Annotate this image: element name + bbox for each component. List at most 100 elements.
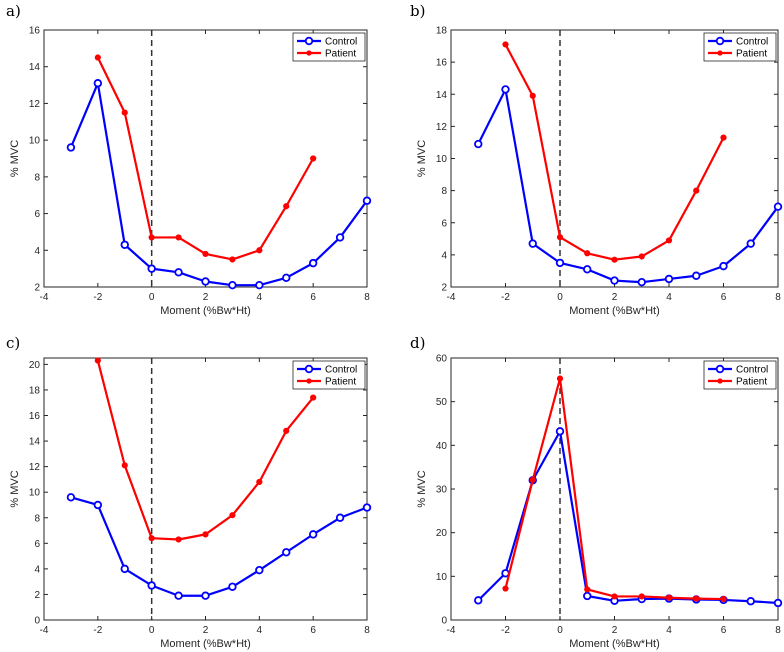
data-point-control — [93, 500, 103, 510]
data-point-control — [664, 274, 674, 284]
x-tick-label: 6 — [310, 625, 316, 636]
x-tick-label: -4 — [447, 292, 456, 303]
legend-box — [292, 32, 366, 62]
series-line-control — [70, 496, 368, 597]
x-tick-label: -2 — [501, 625, 510, 636]
y-tick-label: 16 — [29, 26, 41, 37]
y-tick-label: 16 — [29, 411, 41, 422]
y-tick-label: 2 — [34, 590, 40, 601]
legend-marker-control — [304, 36, 314, 46]
data-point-patient — [202, 250, 209, 258]
y-axis-title: % MVC — [416, 140, 428, 177]
y-tick-label: 4 — [34, 246, 40, 257]
data-point-patient — [121, 109, 128, 116]
series-line-patient — [504, 377, 724, 601]
data-point-control — [335, 513, 345, 522]
data-point-patient — [283, 203, 290, 210]
data-point-control — [719, 261, 728, 271]
legend-label-patient: Patient — [325, 377, 356, 388]
data-point-control — [773, 598, 783, 608]
y-tick-label: 8 — [441, 186, 447, 197]
data-point-control — [174, 268, 183, 277]
data-point-patient — [584, 586, 591, 593]
y-axis-title: % MVC — [416, 470, 428, 507]
legend-label-patient: Patient — [325, 49, 356, 60]
data-point-patient — [175, 234, 182, 241]
data-point-control — [362, 196, 372, 205]
legend-label-control: Control — [736, 37, 768, 48]
x-tick-label: 0 — [557, 625, 563, 636]
x-tick-label: -4 — [40, 292, 49, 303]
data-point-control — [282, 548, 291, 557]
data-point-patient — [202, 531, 209, 538]
data-point-control — [255, 280, 264, 290]
x-tick-label: 2 — [612, 292, 618, 303]
data-point-patient — [502, 41, 509, 48]
y-tick-label: 6 — [34, 539, 40, 550]
y-tick-label: 20 — [29, 360, 41, 371]
data-point-patient — [665, 237, 673, 244]
legend-marker-control — [715, 364, 725, 374]
y-tick-label: 40 — [436, 441, 448, 452]
chart-panel-1: a) -4 -2 0 2 4 6 8 2 4 6 8 10 12 14 16 Moment (%Bw*Ht) % … — [6, 2, 372, 317]
data-point-patient — [94, 357, 101, 364]
plot-area — [43, 357, 368, 621]
y-tick-label: 50 — [436, 397, 448, 408]
x-axis-title: Moment (%Bw*Ht) — [160, 638, 250, 650]
series-line-control — [477, 88, 779, 284]
y-tick-label: 8 — [34, 172, 40, 183]
data-point-control — [637, 277, 646, 287]
y-tick-label: 4 — [34, 564, 40, 575]
y-tick-label: 14 — [29, 437, 41, 448]
legend-marker-patient — [717, 50, 723, 56]
x-tick-label: 4 — [666, 292, 672, 303]
y-tick-label: 60 — [436, 354, 448, 365]
y-tick-label: 6 — [441, 218, 447, 229]
data-point-control — [773, 202, 783, 211]
data-point-control — [282, 273, 291, 283]
data-point-patient — [638, 593, 645, 600]
x-tick-label: 8 — [364, 292, 370, 303]
x-tick-label: 8 — [775, 292, 781, 303]
series-line-patient — [504, 43, 725, 261]
data-point-control — [692, 271, 701, 280]
data-point-control — [308, 530, 318, 539]
x-tick-label: 0 — [149, 625, 155, 636]
data-point-patient — [529, 92, 536, 99]
data-point-control — [120, 240, 129, 249]
y-tick-label: 12 — [436, 122, 448, 133]
data-point-control — [255, 565, 264, 575]
data-point-patient — [283, 427, 290, 434]
data-point-patient — [720, 134, 727, 141]
chart-panel-3: c) -4 -2 0 2 4 6 8 0 2 4 6 8 10 12 14 16 18 20 Moment (%Bw*… — [6, 334, 372, 650]
data-point-patient — [556, 375, 564, 382]
series-line-patient — [96, 57, 315, 261]
data-point-control — [555, 427, 565, 436]
y-tick-label: 14 — [436, 90, 448, 101]
data-point-control — [362, 503, 372, 512]
y-tick-label: 30 — [436, 485, 448, 496]
y-tick-label: 10 — [436, 572, 448, 583]
x-tick-label: 8 — [775, 625, 781, 636]
y-axis-title: % MVC — [9, 470, 21, 507]
data-point-patient — [310, 394, 317, 401]
data-point-patient — [693, 187, 700, 194]
x-tick-label: 6 — [721, 625, 727, 636]
x-tick-label: 4 — [257, 292, 263, 303]
plot-area — [43, 29, 368, 288]
x-axis-title: Moment (%Bw*Ht) — [569, 305, 659, 317]
legend-label-control: Control — [325, 37, 357, 48]
data-point-control — [474, 596, 483, 605]
data-point-control — [66, 143, 76, 152]
data-point-control — [228, 280, 237, 290]
legend-marker-patient — [306, 50, 312, 56]
x-tick-label: 0 — [557, 292, 563, 303]
legend-marker-patient — [717, 378, 723, 384]
data-point-patient — [693, 595, 700, 602]
y-tick-label: 20 — [436, 528, 448, 539]
data-point-control — [746, 239, 755, 248]
legend-label-control: Control — [325, 365, 357, 376]
data-point-control — [555, 258, 565, 268]
y-tick-label: 0 — [441, 616, 447, 627]
